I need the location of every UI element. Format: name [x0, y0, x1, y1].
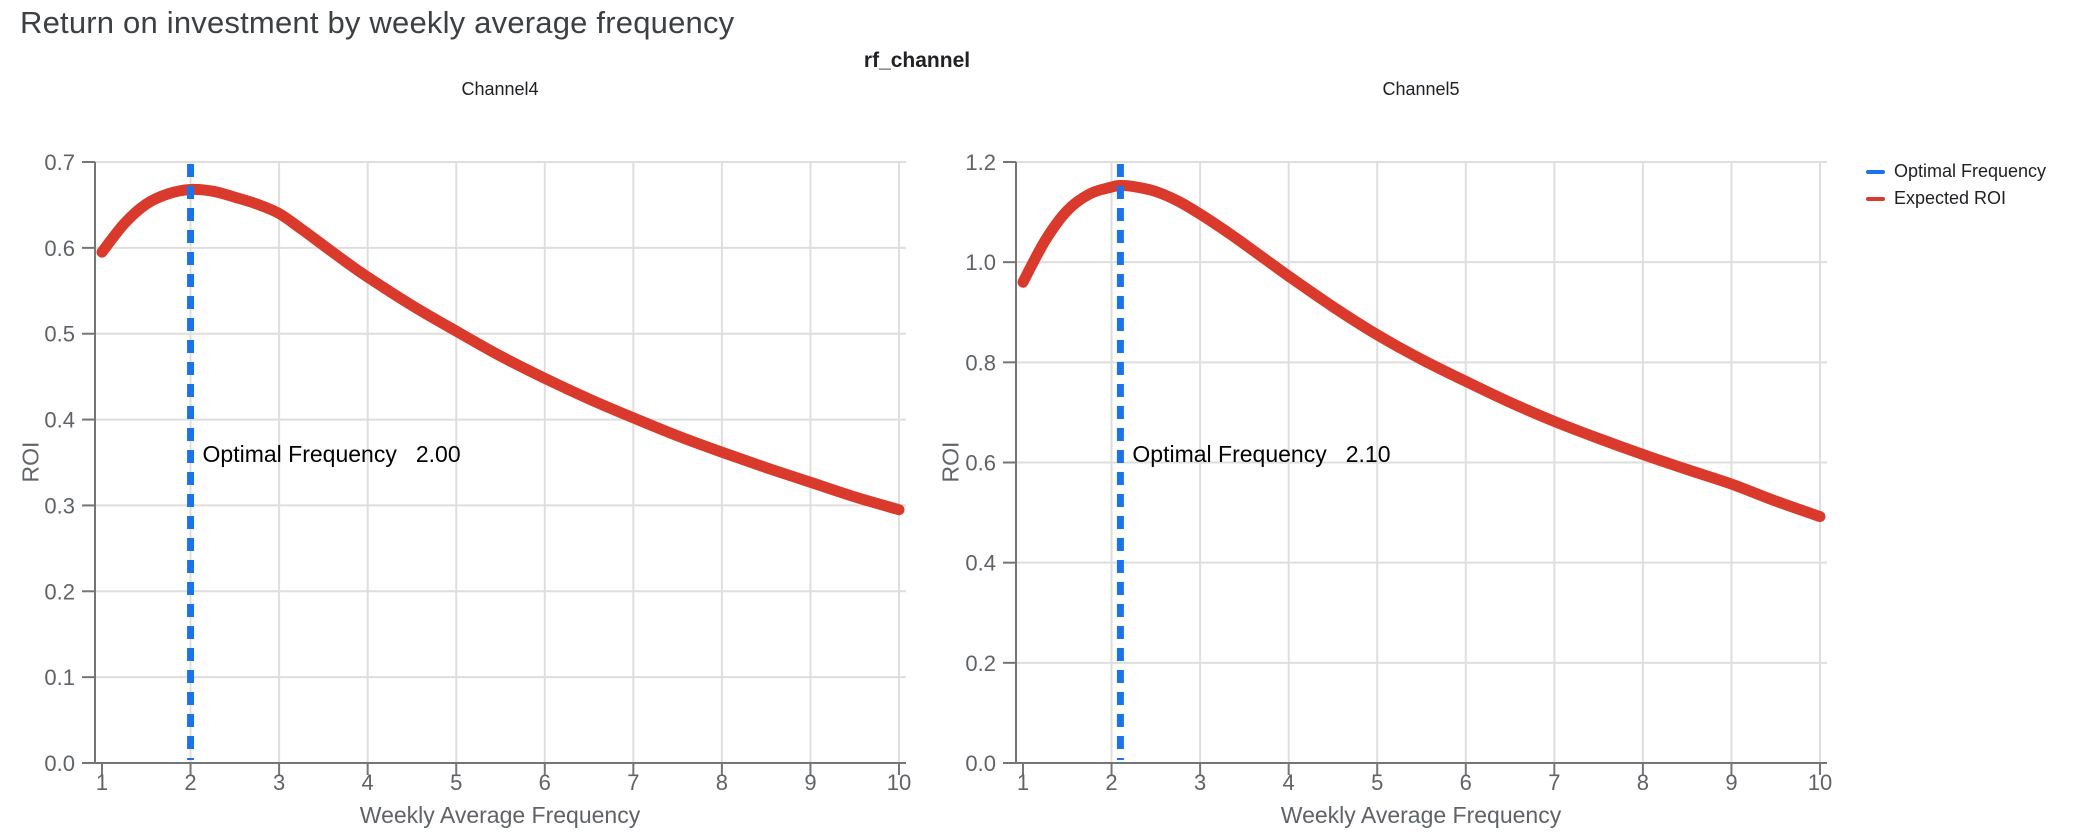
optimal-frequency-annotation-channel4: Optimal Frequency 2.00 — [203, 441, 461, 468]
x-axis-title-left: Weekly Average Frequency — [359, 802, 641, 828]
annotation-value: 2.00 — [415, 441, 461, 467]
subplot-title-channel5: Channel5 — [1382, 79, 1460, 99]
y-tick-label: 1.0 — [965, 250, 996, 275]
x-tick-label: 5 — [450, 770, 462, 795]
y-tick-label: 0.0 — [965, 751, 996, 776]
y-tick-label: 1.2 — [965, 150, 996, 175]
x-tick-label: 8 — [716, 770, 728, 795]
x-tick-label: 4 — [362, 770, 374, 795]
x-tick-label: 3 — [1194, 770, 1206, 795]
x-axis-title-right: Weekly Average Frequency — [1280, 802, 1562, 828]
y-tick-label: 0.6 — [965, 451, 996, 476]
annotation-value: 2.10 — [1345, 441, 1391, 467]
x-tick-label: 6 — [1460, 770, 1472, 795]
y-tick-label: 0.7 — [44, 150, 75, 175]
y-axis-title-right: ROI — [937, 441, 964, 483]
x-tick-label: 2 — [1105, 770, 1117, 795]
subplot-title-channel4: Channel4 — [461, 79, 539, 99]
optimal-frequency-line-swatch — [1866, 169, 1885, 174]
y-tick-label: 0.5 — [44, 322, 75, 347]
annotation-label: Optimal Frequency — [1132, 441, 1327, 467]
y-tick-label: 0.1 — [44, 665, 75, 690]
legend-item-expected-roi: Expected ROI — [1866, 185, 2046, 212]
expected-roi-curve — [1017, 180, 1826, 523]
x-tick-label: 2 — [184, 770, 196, 795]
chart-channel5: 0.0 0.2 0.4 0.6 0.8 1.0 1.2 1 2 3 4 5 6 7 8 9 10 — [965, 150, 1832, 795]
x-tick-label: 3 — [273, 770, 285, 795]
y-tick-label: 0.8 — [965, 350, 996, 375]
y-tick-label: 0.0 — [44, 751, 75, 776]
optimal-frequency-annotation-channel5: Optimal Frequency 2.10 — [1132, 441, 1390, 468]
facet-field-label: rf_channel — [863, 49, 971, 72]
expected-roi-line-swatch — [1866, 196, 1885, 201]
legend-label: Expected ROI — [1894, 188, 2007, 208]
x-tick-label: 9 — [1725, 770, 1737, 795]
page-title: Return on investment by weekly average f… — [20, 5, 735, 40]
x-tick-label: 6 — [539, 770, 551, 795]
x-tick-label: 5 — [1371, 770, 1383, 795]
x-tick-label: 1 — [96, 770, 108, 795]
x-tick-label: 8 — [1637, 770, 1649, 795]
x-tick-label: 7 — [1548, 770, 1560, 795]
legend: Optimal Frequency Expected ROI — [1866, 158, 2046, 212]
y-tick-label: 0.2 — [44, 579, 75, 604]
x-tick-label: 7 — [627, 770, 639, 795]
y-tick-label: 0.2 — [965, 651, 996, 676]
y-tick-label: 0.6 — [44, 236, 75, 261]
annotation-label: Optimal Frequency — [202, 441, 397, 467]
x-tick-label: 10 — [887, 770, 911, 795]
chart-channel4: 0.0 0.1 0.2 0.3 0.4 0.5 0.6 0.7 1 2 3 4 5 6 7 8 9 10 — [44, 150, 911, 795]
y-tick-label: 0.4 — [44, 408, 75, 433]
x-tick-label: 9 — [804, 770, 816, 795]
x-tick-label: 4 — [1283, 770, 1295, 795]
legend-label: Optimal Frequency — [1894, 161, 2047, 181]
x-tick-label: 1 — [1017, 770, 1029, 795]
legend-item-optimal-frequency: Optimal Frequency — [1866, 158, 2046, 185]
x-tick-label: 10 — [1808, 770, 1832, 795]
y-tick-label: 0.4 — [965, 551, 996, 576]
y-tick-label: 0.3 — [44, 493, 75, 518]
y-axis-title-left: ROI — [17, 441, 44, 483]
